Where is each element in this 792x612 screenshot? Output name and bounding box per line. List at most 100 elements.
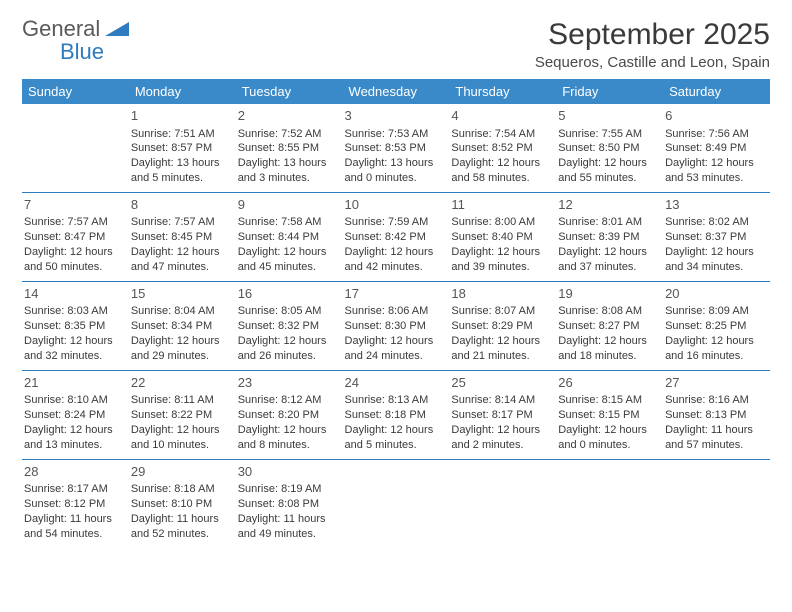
daylight-line: Daylight: 11 hours and 49 minutes. [238, 513, 326, 540]
daylight-line: Daylight: 12 hours and 10 minutes. [131, 424, 220, 451]
calendar-week-row: 1Sunrise: 7:51 AMSunset: 8:57 PMDaylight… [22, 104, 770, 192]
calendar-week-row: 28Sunrise: 8:17 AMSunset: 8:12 PMDayligh… [22, 459, 770, 547]
day-number: 23 [238, 374, 341, 392]
daylight-line: Daylight: 12 hours and 13 minutes. [24, 424, 113, 451]
sunrise-line: Sunrise: 8:09 AM [665, 305, 749, 317]
sunset-line: Sunset: 8:52 PM [451, 142, 532, 154]
column-header: Tuesday [236, 79, 343, 104]
daylight-line: Daylight: 12 hours and 45 minutes. [238, 246, 327, 273]
title-block: September 2025 Sequeros, Castille and Le… [535, 18, 770, 71]
daylight-line: Daylight: 12 hours and 18 minutes. [558, 335, 647, 362]
day-number: 30 [238, 463, 341, 481]
day-cell: 18Sunrise: 8:07 AMSunset: 8:29 PMDayligh… [449, 281, 556, 370]
sunset-line: Sunset: 8:15 PM [558, 409, 639, 421]
day-number: 21 [24, 374, 127, 392]
day-cell: 30Sunrise: 8:19 AMSunset: 8:08 PMDayligh… [236, 459, 343, 547]
daylight-line: Daylight: 12 hours and 47 minutes. [131, 246, 220, 273]
sunrise-line: Sunrise: 7:52 AM [238, 128, 322, 140]
sunrise-line: Sunrise: 8:11 AM [131, 394, 214, 406]
sunrise-line: Sunrise: 8:13 AM [345, 394, 429, 406]
sunset-line: Sunset: 8:29 PM [451, 320, 532, 332]
sunrise-line: Sunrise: 7:54 AM [451, 128, 535, 140]
daylight-line: Daylight: 12 hours and 53 minutes. [665, 157, 754, 184]
sunset-line: Sunset: 8:49 PM [665, 142, 746, 154]
day-number: 6 [665, 107, 768, 125]
day-cell: 1Sunrise: 7:51 AMSunset: 8:57 PMDaylight… [129, 104, 236, 192]
day-number: 22 [131, 374, 234, 392]
column-header: Saturday [663, 79, 770, 104]
page-title: September 2025 [535, 18, 770, 52]
day-number: 4 [451, 107, 554, 125]
sunset-line: Sunset: 8:27 PM [558, 320, 639, 332]
day-cell: 15Sunrise: 8:04 AMSunset: 8:34 PMDayligh… [129, 281, 236, 370]
day-number: 15 [131, 285, 234, 303]
sunrise-line: Sunrise: 7:51 AM [131, 128, 215, 140]
day-cell: 9Sunrise: 7:58 AMSunset: 8:44 PMDaylight… [236, 192, 343, 281]
day-cell: 16Sunrise: 8:05 AMSunset: 8:32 PMDayligh… [236, 281, 343, 370]
sunrise-line: Sunrise: 7:57 AM [24, 216, 108, 228]
calendar-table: SundayMondayTuesdayWednesdayThursdayFrid… [22, 79, 770, 548]
day-cell: 27Sunrise: 8:16 AMSunset: 8:13 PMDayligh… [663, 370, 770, 459]
day-cell: 22 Sunrise: 8:11 AM Sunset: 8:22 PM Dayligh… [129, 370, 236, 459]
empty-cell [663, 459, 770, 547]
day-cell: 11Sunrise: 8:00 AMSunset: 8:40 PMDayligh… [449, 192, 556, 281]
sunrise-line: Sunrise: 7:58 AM [238, 216, 322, 228]
day-cell: 4 Sunrise: 7:54 AM Sunset: 8:52 PM Daylight… [449, 104, 556, 192]
logo-triangle-icon [105, 18, 129, 41]
day-cell: 10Sunrise: 7:59 AMSunset: 8:42 PMDayligh… [343, 192, 450, 281]
daylight-line: Daylight: 11 hours and 52 minutes. [131, 513, 219, 540]
day-number: 7 [24, 196, 127, 214]
column-header: Friday [556, 79, 663, 104]
sunrise-line: Sunrise: 7:59 AM [345, 216, 429, 228]
sunset-line: Sunset: 8:18 PM [345, 409, 426, 421]
day-number: 24 [345, 374, 448, 392]
sunset-line: Sunset: 8:08 PM [238, 498, 319, 510]
sunset-line: Sunset: 8:32 PM [238, 320, 319, 332]
day-cell: 23Sunrise: 8:12 AMSunset: 8:20 PMDayligh… [236, 370, 343, 459]
sunset-line: Sunset: 8:42 PM [345, 231, 426, 243]
daylight-line: Daylight: 12 hours and 50 minutes. [24, 246, 113, 273]
daylight-line: Daylight: 11 hours and 54 minutes. [24, 513, 112, 540]
sunset-line: Sunset: 8:35 PM [24, 320, 105, 332]
page-header: General Blue September 2025 Sequeros, Ca… [22, 18, 770, 71]
sunset-line: Sunset: 8:37 PM [665, 231, 746, 243]
logo-word1: General [22, 16, 100, 41]
sunset-line: Sunset: 8:39 PM [558, 231, 639, 243]
logo-word2: Blue [22, 39, 104, 64]
sunset-line: Sunset: 8:55 PM [238, 142, 319, 154]
daylight-line: Daylight: 12 hours and 24 minutes. [345, 335, 434, 362]
day-cell: 17Sunrise: 8:06 AMSunset: 8:30 PMDayligh… [343, 281, 450, 370]
daylight-line: Daylight: 12 hours and 5 minutes. [345, 424, 434, 451]
day-cell: 21Sunrise: 8:10 AMSunset: 8:24 PMDayligh… [22, 370, 129, 459]
day-number: 20 [665, 285, 768, 303]
day-number: 14 [24, 285, 127, 303]
calendar-week-row: 14 Sunrise: 8:03 AM Sunset: 8:35 PM Dayligh… [22, 281, 770, 370]
sunrise-line: Sunrise: 7:53 AM [345, 128, 429, 140]
day-number: 2 [238, 107, 341, 125]
logo: General Blue [22, 18, 129, 64]
day-number: 28 [24, 463, 127, 481]
sunset-line: Sunset: 8:22 PM [131, 409, 212, 421]
sunrise-line: Sunrise: 8:03 AM [24, 305, 108, 317]
sunset-line: Sunset: 8:17 PM [451, 409, 532, 421]
daylight-line: Daylight: 12 hours and 55 minutes. [558, 157, 647, 184]
daylight-line: Daylight: 12 hours and 58 minutes. [451, 157, 540, 184]
day-cell: 20Sunrise: 8:09 AMSunset: 8:25 PMDayligh… [663, 281, 770, 370]
daylight-line: Daylight: 12 hours and 0 minutes. [558, 424, 647, 451]
day-number: 29 [131, 463, 234, 481]
sunrise-line: Sunrise: 8:08 AM [558, 305, 642, 317]
daylight-line: Daylight: 12 hours and 32 minutes. [24, 335, 113, 362]
day-cell: 29Sunrise: 8:18 AMSunset: 8:10 PMDayligh… [129, 459, 236, 547]
empty-cell [343, 459, 450, 547]
day-number: 19 [558, 285, 661, 303]
sunrise-line: Sunrise: 8:06 AM [345, 305, 429, 317]
column-header: Wednesday [343, 79, 450, 104]
sunset-line: Sunset: 8:20 PM [238, 409, 319, 421]
daylight-line: Daylight: 13 hours and 0 minutes. [345, 157, 434, 184]
day-number: 5 [558, 107, 661, 125]
calendar-week-row: 7Sunrise: 7:57 AMSunset: 8:47 PMDaylight… [22, 192, 770, 281]
daylight-line: Daylight: 12 hours and 21 minutes. [451, 335, 540, 362]
sunset-line: Sunset: 8:57 PM [131, 142, 212, 154]
day-cell: 14 Sunrise: 8:03 AM Sunset: 8:35 PM Dayligh… [22, 281, 129, 370]
day-number: 13 [665, 196, 768, 214]
